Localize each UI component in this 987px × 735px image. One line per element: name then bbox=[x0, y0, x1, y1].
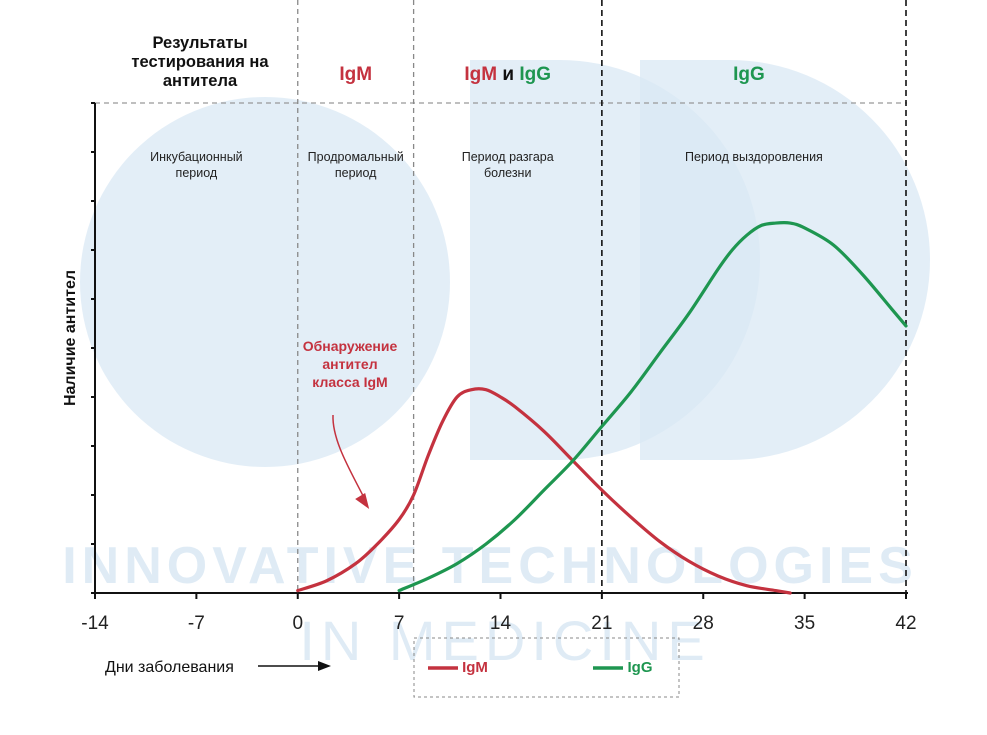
y-axis-label: Наличие антител bbox=[62, 270, 79, 406]
phase-boundaries bbox=[297, 0, 907, 593]
x-axis-label: Дни заболевания bbox=[105, 659, 234, 676]
watermark-text: INNOVATIVE TECHNOLOGIES bbox=[62, 537, 918, 595]
x-tick-label: 7 bbox=[394, 613, 405, 634]
results-header: Результаты тестирования на антитела bbox=[131, 34, 269, 90]
x-tick-label: -14 bbox=[81, 613, 109, 634]
legend-label: IgG bbox=[628, 659, 653, 676]
watermark-logo: INNOVATIVE TECHNOLOGIES IN MEDICINE bbox=[62, 60, 930, 672]
legend-label: IgM bbox=[462, 659, 488, 676]
igm-detection-annotation: Обнаружение антител класса IgM bbox=[303, 338, 398, 509]
annotation-arrow bbox=[332, 414, 364, 497]
phase-label: Период разгара болезни bbox=[462, 150, 554, 180]
axes: -14 -7 0 7 14 21 28 35 42 bbox=[81, 102, 917, 634]
series bbox=[296, 220, 908, 595]
phase-labels: Инкубационный период Продромальный период Пе… bbox=[150, 150, 823, 180]
x-tick-label: 42 bbox=[895, 613, 916, 634]
x-tick-label: 28 bbox=[693, 613, 714, 634]
x-axis-arrow bbox=[258, 661, 331, 671]
phase-result-label: IgM и IgG bbox=[464, 64, 551, 85]
phase-label: Инкубационный период bbox=[150, 150, 243, 180]
series-line-igm bbox=[296, 387, 792, 595]
x-tick-label: 21 bbox=[591, 613, 612, 634]
legend: IgM IgG bbox=[413, 637, 680, 698]
annotation-arrowhead bbox=[355, 493, 370, 509]
x-tick-label: 14 bbox=[490, 613, 512, 634]
phase-label: Период выздоровления bbox=[685, 150, 823, 164]
phase-result-label: IgG bbox=[733, 64, 765, 85]
phase-label: Продромальный период bbox=[308, 150, 404, 180]
x-tick-label: 0 bbox=[292, 613, 303, 634]
phase-results: IgM IgM и IgG IgG bbox=[339, 64, 764, 85]
annotation-text: Обнаружение антител класса IgM bbox=[303, 338, 398, 390]
series-line-igg bbox=[397, 220, 908, 593]
watermark-subtext: IN MEDICINE bbox=[299, 609, 710, 672]
phase-result-label: IgM bbox=[339, 64, 372, 85]
x-tick-label: 35 bbox=[794, 613, 815, 634]
x-tick-label: -7 bbox=[188, 613, 205, 634]
legend-box bbox=[413, 637, 680, 698]
